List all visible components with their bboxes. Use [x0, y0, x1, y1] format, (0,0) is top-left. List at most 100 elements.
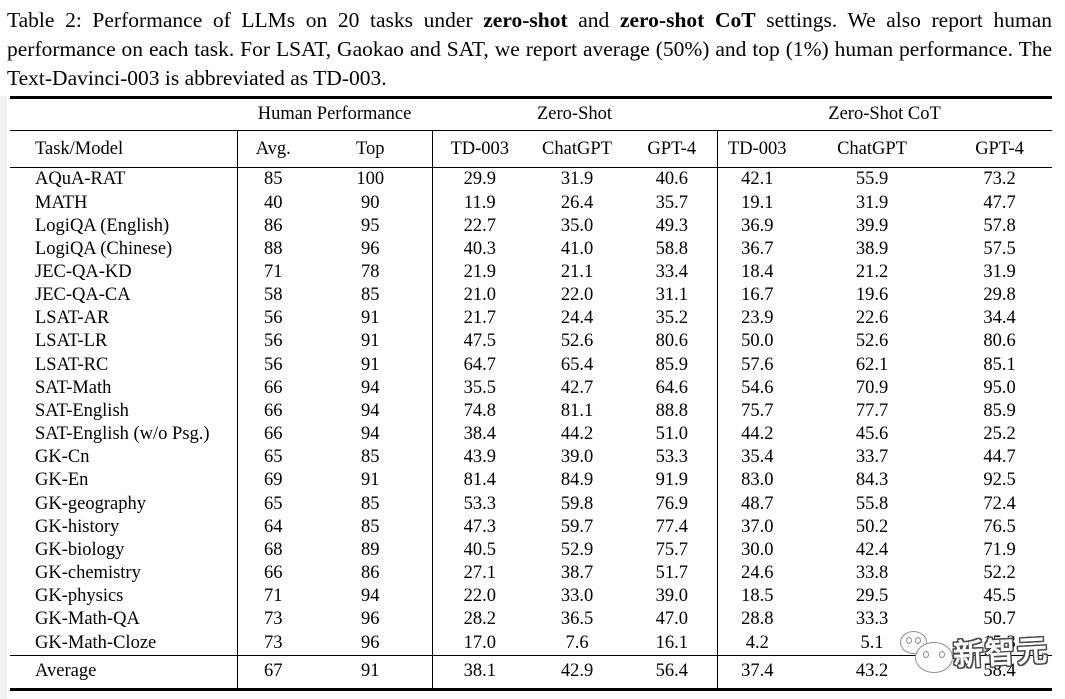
value-cell: 31.9 — [560, 169, 594, 190]
value-cell: 40.5 — [431, 538, 527, 563]
value-cell: 16.7 — [716, 284, 798, 308]
caption-text-2: and — [567, 8, 620, 32]
value-cell: 85.1 — [983, 354, 1016, 375]
results-table: Human Performance Zero-Shot Zero-Shot Co… — [10, 96, 1053, 691]
value-cell: 90 — [361, 192, 380, 213]
value-cell: 73.2 — [983, 169, 1016, 190]
value-cell: 33.0 — [560, 586, 594, 607]
value-cell: 51.0 — [655, 424, 688, 445]
page-edge-strip — [0, 96, 7, 699]
value-cell: 91 — [361, 308, 380, 329]
value-cell: 36.7 — [716, 237, 798, 262]
value-cell: 24.6 — [716, 562, 798, 586]
value-cell: 55.8 — [855, 493, 889, 514]
group-header-zero-shot: Zero-Shot — [432, 97, 718, 132]
value-cell: 19.6 — [855, 285, 889, 306]
value-cell: 91 — [361, 331, 380, 352]
table-row: GK-geography 65 85 53.3 59.8 76.9 48.7 55.8 72.4 — [10, 492, 1052, 516]
value-cell: 48.7 — [716, 492, 798, 516]
task-label: AQuA-RAT — [35, 169, 126, 190]
task-label: LSAT-RC — [35, 354, 109, 375]
value-cell: 35.7 — [655, 192, 688, 213]
value-cell: 75.7 — [655, 539, 688, 560]
value-cell: 19.1 — [716, 191, 798, 215]
value-cell: 81.4 — [431, 469, 527, 493]
value-cell: 86 — [361, 563, 380, 584]
column-header-gpt4-zs: GPT-4 — [627, 130, 718, 169]
value-cell: 43.9 — [431, 446, 527, 470]
task-label: LSAT-AR — [35, 308, 110, 329]
value-cell: 52.9 — [560, 539, 594, 560]
value-cell: 31.1 — [655, 285, 688, 306]
value-cell: 72.4 — [983, 493, 1016, 514]
table-row: JEC-QA-KD 71 78 21.9 21.1 33.4 18.4 21.2 31.9 — [10, 261, 1052, 285]
value-cell: 40.3 — [431, 237, 527, 262]
value-cell: 86 — [236, 214, 309, 238]
value-cell: 49.3 — [655, 215, 688, 236]
value-cell: 65.4 — [560, 354, 594, 375]
value-cell: 66 — [236, 376, 309, 400]
watermark: 新智元 — [893, 616, 1058, 676]
task-label: GK-chemistry — [35, 563, 141, 584]
column-header-td003-zs: TD-003 — [431, 130, 527, 169]
value-cell: 53.3 — [655, 447, 688, 468]
value-cell: 65 — [236, 492, 309, 516]
value-cell: 56 — [236, 307, 309, 331]
value-cell: 95 — [361, 215, 380, 236]
value-cell: 39.9 — [855, 215, 889, 236]
value-cell: 18.4 — [716, 261, 798, 285]
value-cell: 55.9 — [855, 169, 889, 190]
value-cell: 7.6 — [565, 632, 589, 653]
task-label: GK-geography — [35, 493, 146, 514]
task-label: LogiQA (English) — [35, 215, 170, 236]
value-cell: 64 — [236, 515, 309, 539]
task-label: GK-En — [35, 470, 89, 491]
value-cell: 40 — [236, 191, 309, 215]
group-header-row: Human Performance Zero-Shot Zero-Shot Co… — [10, 97, 1053, 132]
table-row: LogiQA (Chinese) 88 96 40.3 41.0 58.8 36.7 38.9… — [10, 237, 1052, 262]
value-cell: 53.3 — [431, 492, 527, 516]
value-cell: 35.2 — [655, 308, 688, 329]
value-cell: 22.6 — [855, 308, 889, 329]
value-cell: 21.9 — [431, 261, 527, 285]
value-cell: 94 — [361, 400, 380, 421]
value-cell: 29.8 — [983, 285, 1016, 306]
table-row: LSAT-RC 56 91 64.7 65.4 85.9 57.6 62.1 85.1 — [10, 353, 1052, 377]
value-cell: 88.8 — [655, 400, 688, 421]
value-cell: 78 — [361, 262, 380, 283]
value-cell: 44.2 — [560, 424, 594, 445]
value-cell: 39.0 — [560, 447, 594, 468]
value-cell: 74.8 — [431, 399, 527, 424]
value-cell: 52.2 — [983, 563, 1016, 584]
value-cell: 33.7 — [855, 447, 889, 468]
value-cell: 25.2 — [983, 424, 1016, 445]
value-cell: 96 — [361, 632, 380, 653]
value-cell: 85 — [361, 516, 380, 537]
value-cell: 81.1 — [560, 400, 594, 421]
table-row: GK-Cn 65 85 43.9 39.0 53.3 35.4 33.7 44.7 — [10, 446, 1052, 470]
value-cell: 54.6 — [716, 376, 798, 400]
table-row: GK-history 64 85 47.3 59.7 77.4 37.0 50.2 76.5 — [10, 515, 1052, 539]
value-cell: 91 — [309, 654, 432, 690]
value-cell: 31.9 — [983, 262, 1016, 283]
value-cell: 71.9 — [983, 539, 1016, 560]
column-header-td003-cot: TD-003 — [716, 130, 798, 169]
value-cell: 47.0 — [655, 609, 688, 630]
value-cell: 85 — [361, 493, 380, 514]
table-footer: Average 67 91 38.1 42.9 56.4 37.4 43.2 5… — [10, 654, 1053, 690]
value-cell: 28.2 — [431, 608, 527, 632]
value-cell: 85 — [361, 285, 380, 306]
value-cell: 5.1 — [860, 632, 884, 653]
value-cell: 69 — [236, 469, 309, 493]
value-cell: 84.3 — [855, 470, 889, 491]
table-row: MATH 40 90 11.9 26.4 35.7 19.1 31.9 47.7 — [10, 191, 1052, 215]
value-cell: 77.7 — [855, 400, 889, 421]
value-cell: 30.0 — [716, 538, 798, 563]
value-cell: 35.4 — [716, 446, 798, 470]
value-cell: 33.8 — [855, 563, 889, 584]
table-row: LogiQA (English) 86 95 22.7 35.0 49.3 36.9 39.9… — [10, 214, 1052, 238]
value-cell: 41.0 — [560, 238, 594, 259]
table-header: Human Performance Zero-Shot Zero-Shot Co… — [10, 97, 1053, 169]
value-cell: 70.9 — [855, 377, 889, 398]
